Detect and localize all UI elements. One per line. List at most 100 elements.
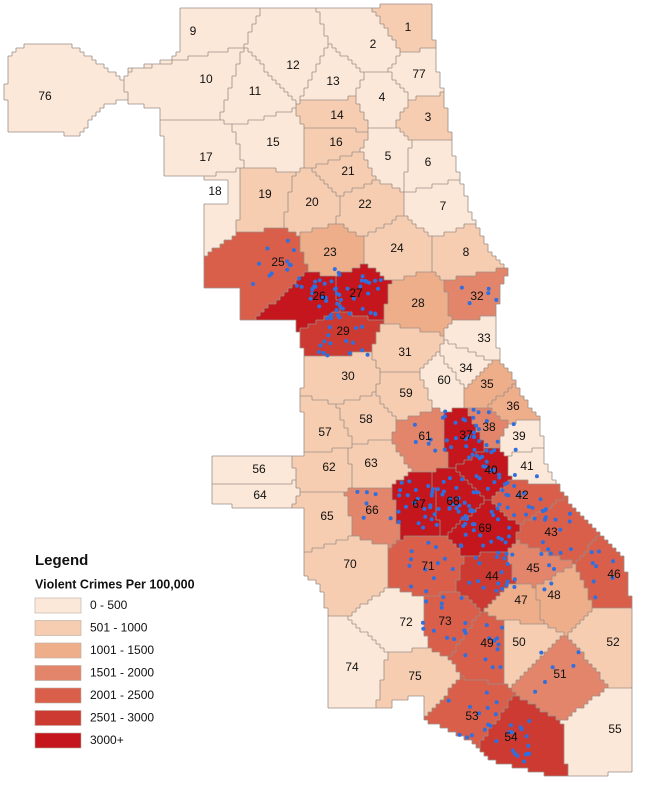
crime-dot [474,474,479,479]
crime-dot [533,689,538,694]
community-area [300,352,380,404]
crime-dot [512,484,517,488]
crime-dot [471,407,476,412]
crime-dot [442,556,447,561]
area-label: 47 [514,593,528,607]
crime-dot [571,663,576,668]
crime-dot [576,650,581,655]
community-area [372,324,444,372]
area-label: 6 [425,155,432,169]
community-area [160,120,244,176]
community-area [420,352,464,412]
crime-dot [475,453,480,458]
crime-dot [477,476,482,481]
area-label: 30 [341,369,355,383]
crime-dot [490,665,495,670]
crime-dot [291,248,296,253]
crime-dot [443,414,447,419]
crime-dot [454,506,459,511]
crime-dot [366,291,371,296]
crime-dot [494,700,499,705]
crime-dot [524,734,529,739]
crime-dot [443,409,448,414]
crime-dot [484,419,489,423]
area-label: 46 [607,567,621,581]
legend-subtitle: Violent Crimes Per 100,000 [35,577,195,591]
area-label: 10 [199,72,213,86]
crime-dot [471,490,476,495]
community-area [376,372,432,420]
crime-dot [376,286,380,291]
community-area [256,272,340,332]
crime-dot [412,422,417,427]
crime-dot [413,488,418,492]
crime-dot [495,636,499,641]
crime-dot [476,410,481,415]
community-area [300,396,352,452]
area-label: 64 [253,488,267,502]
areas-layer [4,4,632,776]
crime-dot [413,440,418,444]
crime-dot [409,557,413,562]
crime-dot [494,588,499,593]
crime-dot [497,502,502,507]
crime-dot [512,513,517,518]
crime-dot [345,286,350,291]
community-area [204,168,240,256]
area-label: 39 [512,429,526,443]
crime-dot [522,759,526,764]
crime-dot [471,509,476,514]
crime-dot [320,295,324,300]
crime-dot [590,561,595,566]
community-area [388,536,464,596]
crime-dot [409,549,414,554]
crime-dot [463,521,468,526]
crime-dot [431,628,436,633]
crime-dot [409,584,413,589]
crime-dot [453,420,458,425]
community-area [392,408,448,472]
crime-dot [364,501,369,506]
crime-dot [463,436,468,441]
area-label: 52 [606,635,620,649]
crime-dot [591,579,596,584]
area-label: 43 [544,525,558,539]
crime-dot [325,353,330,358]
crime-dot [359,278,364,283]
crime-dot [476,427,481,432]
area-label: 67 [412,497,426,511]
crime-dot [436,507,441,511]
crime-dot [507,534,511,539]
community-area [232,108,304,172]
crime-dot [449,445,454,450]
area-label: 22 [358,197,372,211]
area-label: 33 [477,331,491,345]
crime-dot [285,259,290,264]
legend-label: 0 - 500 [90,598,128,612]
crime-dot [499,570,504,575]
crime-dot [321,351,326,355]
legend-swatch [34,732,82,749]
area-label: 18 [208,184,222,198]
crime-dot [483,657,488,662]
community-area [220,48,296,124]
crime-dot [347,351,352,356]
crime-dot [467,301,472,306]
crime-dot [251,282,255,286]
crime-dot [484,448,489,453]
area-label: 37 [459,428,473,442]
crime-dot [567,519,572,524]
legend-swatch [34,642,82,659]
crime-dot [335,301,340,306]
crime-dot [471,415,476,420]
crime-dot [553,517,558,522]
crime-dot [463,653,468,658]
crime-dot [484,623,489,628]
community-area [236,168,296,232]
crime-dot [485,705,490,710]
crime-dot [373,492,378,497]
area-label: 69 [478,521,492,535]
crime-dot [448,476,452,481]
area-label: 11 [249,84,262,98]
